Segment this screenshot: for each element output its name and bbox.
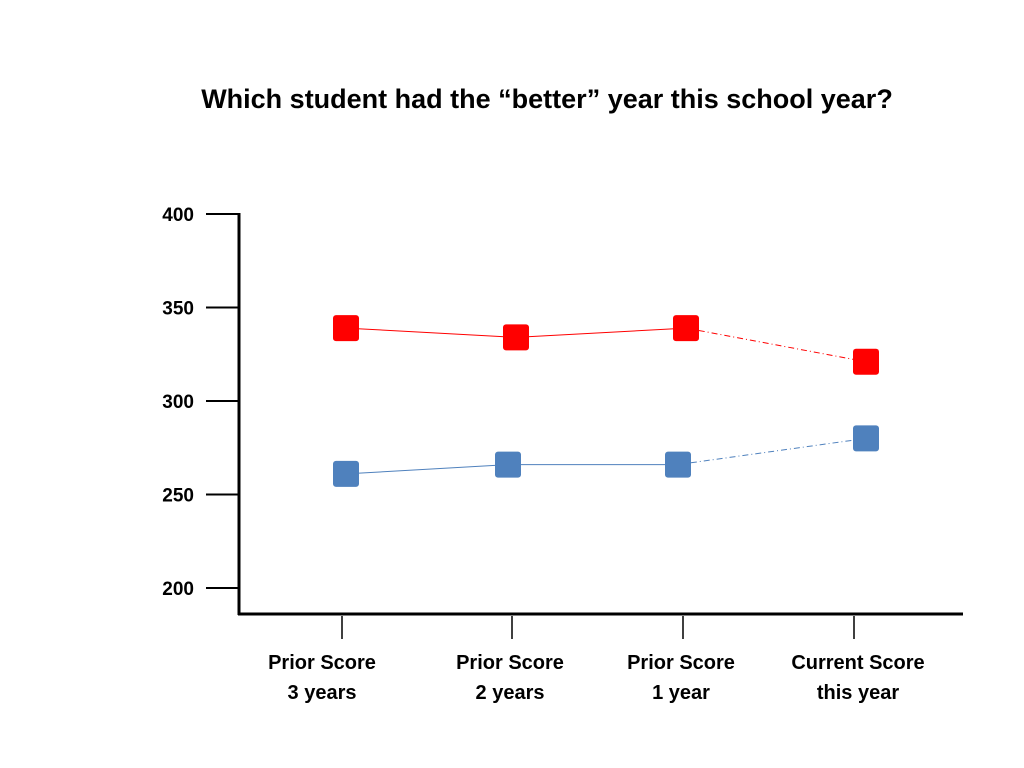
x-category-label-line: Prior Score xyxy=(268,652,376,674)
x-category-label-line: 3 years xyxy=(288,682,357,704)
data-point-marker xyxy=(333,315,359,342)
series-group xyxy=(333,315,879,487)
series-line-segment xyxy=(677,437,867,466)
y-tick-label: 200 xyxy=(162,579,194,600)
x-category-label: Prior Score 3 years xyxy=(268,652,376,704)
data-point-marker xyxy=(495,451,521,478)
x-category-label-line: Prior Score xyxy=(627,652,735,674)
x-category-label-line: Prior Score xyxy=(456,652,564,674)
y-tick-label: 400 xyxy=(162,205,194,226)
data-point-marker xyxy=(853,425,879,452)
x-category-label: Prior Score 1 year xyxy=(627,652,735,704)
series-line-segment xyxy=(515,327,687,338)
data-point-marker xyxy=(665,451,691,478)
x-category-label: Current Score this year xyxy=(791,652,924,704)
x-category-label: Prior Score 2 years xyxy=(456,652,564,704)
series-line-segment xyxy=(685,327,867,363)
x-category-label-line: Current Score xyxy=(791,652,924,674)
data-point-marker xyxy=(853,348,879,375)
x-category-label-line: 1 year xyxy=(652,682,710,704)
chart-title: Which student had the “better” year this… xyxy=(201,84,893,114)
data-point-marker xyxy=(333,460,359,487)
axes xyxy=(206,213,963,639)
y-tick-label: 350 xyxy=(162,299,194,320)
x-category-label-line: this year xyxy=(817,682,899,704)
y-tick-label: 300 xyxy=(162,392,194,413)
x-category-label-line: 2 years xyxy=(476,682,545,704)
series-line-segment xyxy=(345,464,509,475)
series-line-segment xyxy=(345,327,517,338)
data-point-marker xyxy=(673,315,699,342)
data-point-marker xyxy=(503,324,529,351)
y-tick-label: 250 xyxy=(162,486,194,507)
